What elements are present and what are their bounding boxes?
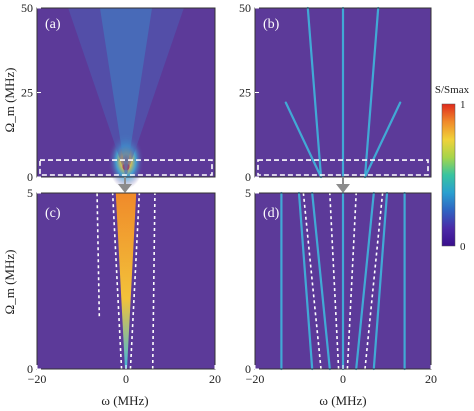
panel-b: (b) 0 25 50 bbox=[239, 1, 432, 184]
arrow-a-to-c bbox=[118, 177, 132, 193]
panel-c-cone bbox=[115, 193, 137, 369]
panel-d-ytick-label-0: 0 bbox=[245, 362, 251, 376]
panel-b-line-2 bbox=[306, 6, 323, 179]
panel-c-dashed-line-3 bbox=[151, 192, 156, 370]
panel-a-fan-outer bbox=[68, 8, 184, 177]
arrow-b-to-d bbox=[336, 177, 350, 193]
panel-c-xlabel: ω (MHz) bbox=[101, 393, 148, 408]
panel-d-line-4 bbox=[355, 191, 375, 371]
panel-c: (c)05−20 0 20 bbox=[27, 186, 221, 386]
panel-a-ytick-label-0: 0 bbox=[27, 170, 33, 184]
colorbar: S/Smax 1 0 bbox=[435, 84, 470, 253]
panel-c-dashed-line-0 bbox=[111, 192, 123, 370]
panel-c-ytick-label-1: 5 bbox=[27, 186, 33, 200]
panel-a-fan-inner bbox=[99, 8, 153, 177]
panel-b-ytick-label-2: 50 bbox=[239, 1, 251, 15]
panel-d-label: (d) bbox=[263, 206, 280, 221]
panel-d-xlabel: ω (MHz) bbox=[319, 393, 366, 408]
panel-a-label: (a) bbox=[45, 17, 61, 32]
panel-c-dashed-line-1 bbox=[129, 192, 141, 370]
panel-d-line-5 bbox=[297, 191, 314, 371]
panel-c-xtick-label-0: −20 bbox=[28, 372, 47, 386]
panel-c-label: (c) bbox=[45, 206, 61, 221]
colorbar-scale bbox=[441, 103, 456, 247]
panel-a-selection-box bbox=[39, 159, 213, 176]
panel-d-ytick-label-1: 5 bbox=[245, 186, 251, 200]
panel-b-ytick-label-0: 0 bbox=[245, 170, 251, 184]
panel-b-selection-box bbox=[257, 159, 429, 176]
panel-b-line-4 bbox=[284, 101, 323, 179]
panel-c-xtick-label-1: 0 bbox=[123, 372, 129, 386]
panel-c-ylabel: Ω_m (MHz) bbox=[2, 250, 17, 315]
panel-d-line-6 bbox=[372, 191, 389, 371]
colorbar-tick-top: 1 bbox=[460, 99, 466, 111]
panel-d-line-3 bbox=[311, 191, 331, 371]
panel-a-ytick-label-1: 25 bbox=[21, 86, 33, 100]
panel-b-ytick-label-1: 25 bbox=[239, 86, 251, 100]
panel-a-ylabel: Ω_m (MHz) bbox=[2, 68, 17, 133]
panel-a-ytick-label-2: 50 bbox=[21, 1, 33, 15]
panel-d-xtick-label-2: 20 bbox=[425, 372, 437, 386]
panel-d-dashed-line-3 bbox=[346, 192, 357, 370]
panel-d-xtick-label-0: −20 bbox=[246, 372, 265, 386]
panel-a: (a) 0 25 50 bbox=[21, 1, 216, 189]
panel-c-ytick-label-0: 0 bbox=[27, 362, 33, 376]
panel-b-line-3 bbox=[363, 101, 402, 179]
panel-c-xtick-label-2: 20 bbox=[209, 372, 221, 386]
panel-d: (d)05−20 0 20 bbox=[245, 186, 437, 386]
panel-b-label: (b) bbox=[263, 17, 280, 32]
panel-d-xtick-label-1: 0 bbox=[340, 372, 346, 386]
panel-b-line-1 bbox=[363, 6, 380, 179]
colorbar-tick-bottom: 0 bbox=[460, 241, 466, 253]
colorbar-label: S/Smax bbox=[435, 84, 470, 96]
panel-c-dashed-line-2 bbox=[96, 192, 101, 317]
panel-d-dashed-line-2 bbox=[329, 192, 340, 370]
